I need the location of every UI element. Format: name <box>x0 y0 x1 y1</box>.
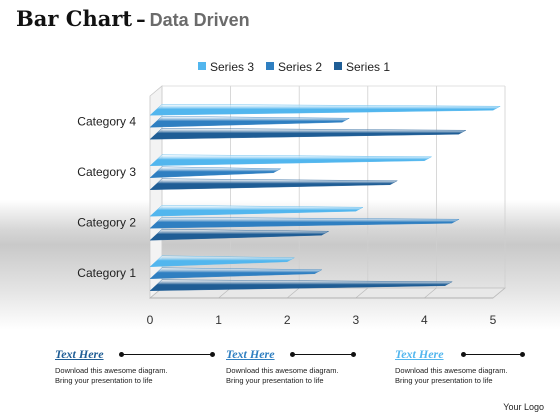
x-tick-label: 4 <box>421 313 428 327</box>
bar-series-3 <box>149 104 501 116</box>
bar-series-3 <box>149 154 433 166</box>
bar-series-3 <box>149 255 296 267</box>
title-main: Bar Chart <box>16 6 133 31</box>
bar-series-3 <box>149 205 364 217</box>
feature-line: Bring your presentation to life <box>226 376 324 385</box>
feature-body: Download this awesome diagram. Bring you… <box>55 366 205 386</box>
feature-block-2: Text Here Download this awesome diagram.… <box>226 345 376 386</box>
feature-heading: Text Here <box>55 347 104 361</box>
feature-line: Download this awesome diagram. <box>226 366 339 375</box>
title-subtitle: Data Driven <box>149 10 250 30</box>
y-tick-label: Category 4 <box>77 114 136 128</box>
y-tick-label: Category 1 <box>77 266 136 280</box>
feature-line: Bring your presentation to life <box>395 376 493 385</box>
connector-line <box>119 352 215 357</box>
feature-block-1: Text Here Download this awesome diagram.… <box>55 345 215 386</box>
bar-series-1 <box>149 178 399 190</box>
bar-series-1 <box>149 279 453 291</box>
x-tick-label: 0 <box>147 313 154 327</box>
feature-body: Download this awesome diagram. Bring you… <box>226 366 376 386</box>
x-tick-label: 3 <box>352 313 359 327</box>
grid-floor-line <box>355 287 369 299</box>
grid-floor-line <box>424 287 437 299</box>
bar-series-2 <box>149 116 351 128</box>
grid-floor-line <box>492 287 506 299</box>
bar-series-1 <box>149 128 467 140</box>
connector-line <box>290 352 356 357</box>
bar-series-2 <box>149 217 460 229</box>
legend-swatch <box>334 62 342 70</box>
x-tick-label: 2 <box>284 313 291 327</box>
y-tick-label: Category 3 <box>77 165 136 179</box>
bar-chart: 0 1 2 3 4 5 Category 1 Category 2 Category 3 Cate… <box>77 60 507 327</box>
feature-line: Download this awesome diagram. <box>395 366 508 375</box>
legend-swatch <box>198 62 206 70</box>
legend-label: Series 3 <box>210 60 254 74</box>
connector-line <box>461 352 525 357</box>
feature-heading: Text Here <box>226 347 275 361</box>
bar-series-2 <box>149 166 282 178</box>
y-tick-label: Category 2 <box>77 215 136 229</box>
legend-swatch <box>266 62 274 70</box>
feature-body: Download this awesome diagram. Bring you… <box>395 366 545 386</box>
bar-series-1 <box>149 229 330 241</box>
page-title: Bar Chart – Data Driven <box>16 6 250 31</box>
x-tick-label: 1 <box>215 313 222 327</box>
logo-text: Your Logo <box>503 402 544 412</box>
title-dash: – <box>136 9 146 31</box>
legend-label: Series 2 <box>278 60 322 74</box>
feature-heading: Text Here <box>395 347 444 361</box>
feature-block-3: Text Here Download this awesome diagram.… <box>395 345 545 386</box>
x-tick-label: 5 <box>490 313 497 327</box>
grid-floor-line <box>286 287 300 299</box>
grid-floor-line <box>218 287 231 299</box>
legend-label: Series 1 <box>346 60 390 74</box>
feature-line: Bring your presentation to life <box>55 376 153 385</box>
bar-series-2 <box>149 267 323 279</box>
feature-line: Download this awesome diagram. <box>55 366 168 375</box>
